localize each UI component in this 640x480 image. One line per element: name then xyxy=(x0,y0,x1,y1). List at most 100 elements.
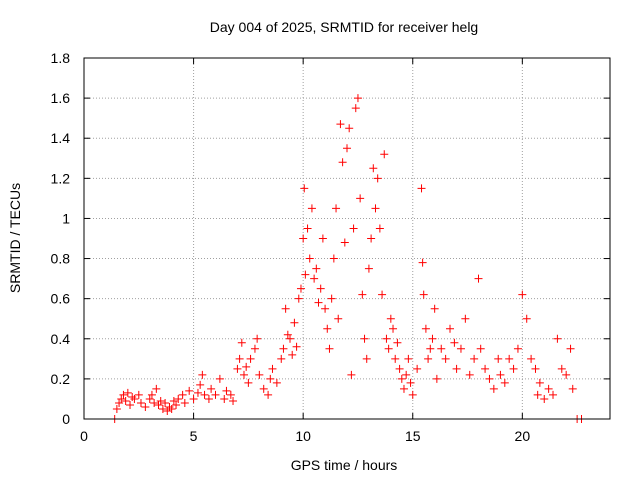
y-tick-label: 1.2 xyxy=(51,170,71,186)
data-point xyxy=(531,364,540,373)
data-point xyxy=(296,284,305,293)
data-point xyxy=(130,394,139,403)
data-point xyxy=(193,388,202,397)
data-point xyxy=(180,398,189,407)
data-point xyxy=(119,390,128,399)
data-point xyxy=(200,390,209,399)
data-point xyxy=(332,204,341,213)
data-point xyxy=(343,144,351,153)
data-point xyxy=(305,254,314,263)
data-point xyxy=(154,400,163,409)
data-point xyxy=(432,374,441,383)
data-point xyxy=(452,364,461,373)
data-point xyxy=(286,334,295,343)
data-point xyxy=(226,390,235,399)
data-point xyxy=(325,344,334,353)
data-point xyxy=(294,294,303,303)
data-point xyxy=(112,404,121,413)
data-point xyxy=(189,394,198,403)
data-point xyxy=(441,354,450,363)
axis-ticks: 0 0.2 0.4 0.6 0.8 1 1.2 1.4 1.6 1.8 0 5 10 15 20 xyxy=(51,50,610,444)
data-point xyxy=(474,274,483,283)
data-point xyxy=(456,344,465,353)
data-point xyxy=(389,324,398,333)
data-point xyxy=(239,370,248,379)
data-point xyxy=(419,290,428,299)
data-point xyxy=(281,304,290,313)
data-point xyxy=(321,304,330,313)
data-point xyxy=(485,374,494,383)
data-point xyxy=(518,290,527,299)
data-point xyxy=(336,120,345,129)
y-tick-label: 1.6 xyxy=(51,90,71,106)
data-point xyxy=(272,378,281,387)
data-point xyxy=(417,184,426,193)
data-point xyxy=(338,158,347,167)
data-point xyxy=(161,398,170,407)
data-point xyxy=(380,150,389,159)
x-axis-label: GPS time / hours xyxy=(291,457,398,473)
data-point xyxy=(513,344,522,353)
data-point xyxy=(264,390,273,399)
data-point xyxy=(549,390,558,399)
data-point xyxy=(533,390,542,399)
chart-title: Day 004 of 2025, SRMTID for receiver hel… xyxy=(210,19,478,35)
data-point xyxy=(242,362,251,371)
data-point xyxy=(535,378,544,387)
y-tick-label: 0.4 xyxy=(51,331,71,347)
data-point xyxy=(145,394,154,403)
data-point xyxy=(356,194,365,203)
data-point xyxy=(150,398,159,407)
data-point xyxy=(476,344,485,353)
data-point xyxy=(215,374,224,383)
data-point xyxy=(211,390,220,399)
data-point xyxy=(318,234,327,243)
data-point xyxy=(185,386,194,395)
data-point xyxy=(402,370,411,379)
data-point xyxy=(386,314,395,323)
data-point xyxy=(266,374,275,383)
data-point xyxy=(553,334,562,343)
data-point xyxy=(544,384,553,393)
data-point xyxy=(229,396,238,405)
data-point xyxy=(207,384,216,393)
data-point xyxy=(426,344,435,353)
data-point xyxy=(450,338,459,347)
data-point xyxy=(505,354,514,363)
y-tick-label: 0 xyxy=(62,411,70,427)
data-point xyxy=(196,380,205,389)
x-tick-label: 20 xyxy=(515,428,531,444)
data-point xyxy=(496,370,505,379)
data-point xyxy=(345,124,354,133)
data-point xyxy=(115,398,124,407)
data-point xyxy=(283,330,292,339)
data-point xyxy=(418,258,427,267)
y-tick-label: 1.8 xyxy=(51,50,71,66)
data-point xyxy=(121,396,130,405)
data-point xyxy=(522,314,531,323)
data-point xyxy=(358,290,367,299)
data-point xyxy=(126,400,135,409)
data-point xyxy=(167,404,176,413)
data-point xyxy=(494,354,503,363)
data-point xyxy=(312,264,321,273)
y-axis-label: SRMTID / TECUs xyxy=(7,183,23,293)
data-point xyxy=(413,364,422,373)
data-point xyxy=(244,378,253,387)
data-point xyxy=(288,350,297,359)
data-point xyxy=(500,378,509,387)
data-point xyxy=(307,204,316,213)
grid xyxy=(84,58,610,419)
data-point xyxy=(378,290,387,299)
data-point xyxy=(292,342,301,351)
data-point xyxy=(562,370,571,379)
data-point xyxy=(349,224,358,233)
data-point xyxy=(172,400,181,409)
data-point xyxy=(364,264,373,273)
data-point xyxy=(437,344,446,353)
data-point xyxy=(156,396,165,405)
data-point xyxy=(371,204,380,213)
y-tick-label: 0.6 xyxy=(51,291,71,307)
data-point xyxy=(279,344,288,353)
data-point xyxy=(169,396,178,405)
